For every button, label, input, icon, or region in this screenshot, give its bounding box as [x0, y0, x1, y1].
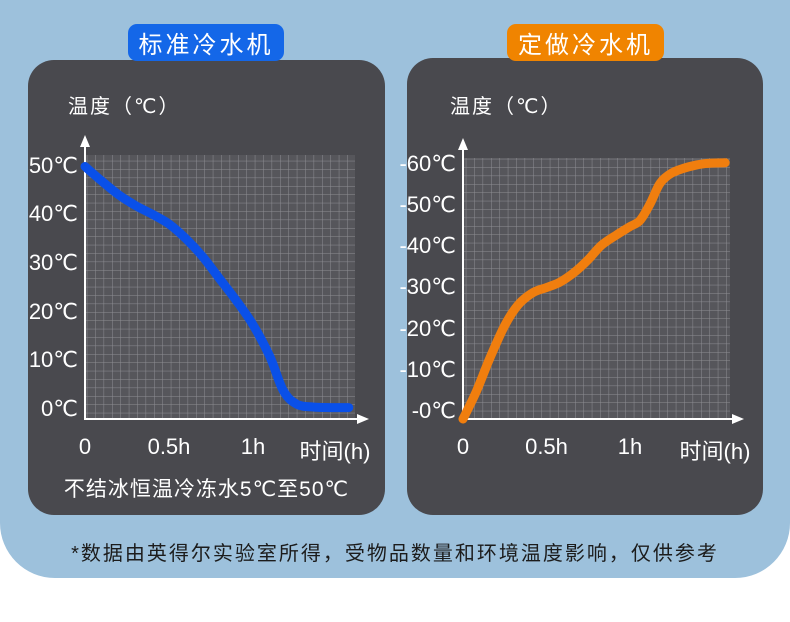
temperature-axis-title: 温度（℃）	[450, 96, 563, 118]
x-axis-unit-label: 时间(h)	[299, 439, 371, 464]
y-tick-label: -0℃	[411, 398, 456, 423]
x-tick-label: 1h	[240, 434, 266, 459]
x-tick-label: 0	[456, 434, 470, 459]
custom-chiller-plot	[458, 138, 744, 424]
y-tick-label: -40℃	[399, 233, 456, 259]
y-axis-arrow-icon	[458, 138, 468, 150]
temperature-axis-title: 温度（℃）	[68, 96, 181, 118]
x-tick-label: 0.5h	[525, 434, 568, 459]
standard-chiller-curve	[80, 162, 354, 413]
y-tick-label: 10℃	[28, 347, 78, 373]
y-axis-arrow-icon	[80, 135, 90, 147]
custom-chiller-panel: 温度（℃） -60℃ -50℃ -40℃ -30℃ -20℃ -10℃ -0℃ 0 0.5h 1h…	[399, 58, 763, 515]
standard-chiller-plot	[80, 135, 369, 424]
x-tick-label: 1h	[617, 434, 643, 459]
y-tick-label: -60℃	[399, 150, 456, 176]
y-tick-label: 40℃	[28, 201, 78, 227]
y-tick-label: 50℃	[28, 152, 78, 178]
y-tick-label: 30℃	[28, 249, 78, 275]
standard-chiller-badge: 标准冷水机	[128, 24, 284, 61]
y-tick-label: -10℃	[399, 356, 456, 382]
x-axis-arrow-icon	[732, 414, 744, 424]
y-tick-label: -30℃	[399, 274, 456, 300]
y-tick-label: 20℃	[28, 298, 78, 324]
custom-chiller-curve	[458, 158, 730, 424]
x-tick-label: 0.5h	[147, 434, 191, 459]
x-axis-arrow-icon	[357, 414, 369, 424]
x-axis-unit-label: 时间(h)	[679, 439, 751, 464]
y-tick-label: -50℃	[399, 192, 456, 217]
custom-chiller-badge: 定做冷水机	[507, 24, 664, 61]
infographic-card: 标准冷水机 定做冷水机 温度（℃） 不结冰恒温冷冻水5℃至50℃ 50℃ 40℃ 3…	[0, 0, 790, 578]
y-tick-label: 0℃	[41, 396, 78, 421]
standard-chiller-panel: 温度（℃） 不结冰恒温冷冻水5℃至50℃ 50℃ 40℃ 30℃ 20℃ 10℃ 0℃ 0 0…	[28, 60, 385, 515]
footnote: *数据由英得尔实验室所得，受物品数量和环境温度影响，仅供参考	[71, 543, 719, 565]
standard-chart-caption: 不结冰恒温冷冻水5℃至50℃	[63, 478, 350, 501]
y-tick-label: -20℃	[399, 315, 456, 341]
x-tick-label: 0	[78, 434, 92, 459]
